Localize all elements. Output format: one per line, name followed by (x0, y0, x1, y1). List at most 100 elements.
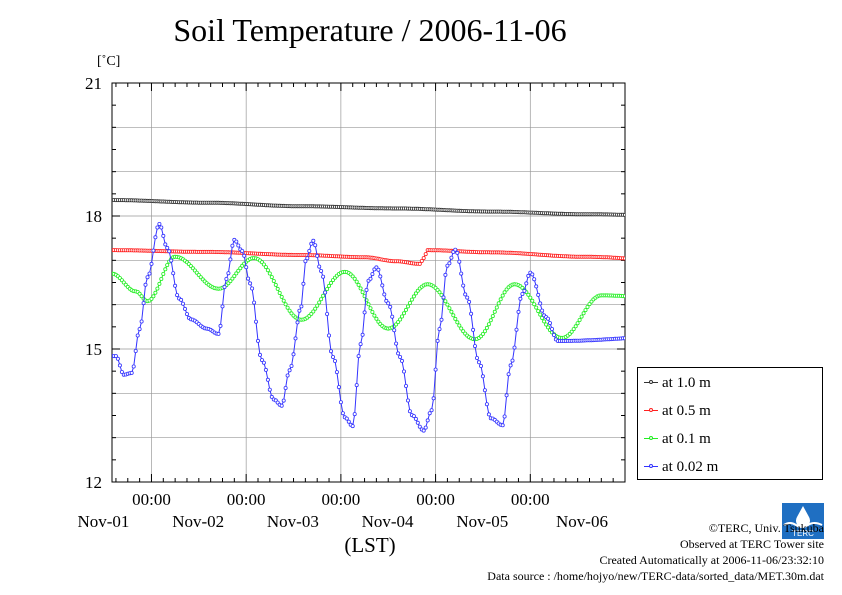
data-point (405, 304, 410, 309)
legend-label: at 1.0 m (662, 374, 711, 391)
data-point (471, 327, 476, 332)
data-point (516, 309, 521, 314)
data-point (269, 394, 274, 399)
data-point (261, 262, 266, 267)
credit-copyright: ©TERC, Univ. Tsukuba (708, 521, 824, 535)
data-point (289, 363, 294, 368)
data-point (273, 282, 278, 287)
data-point (133, 348, 138, 353)
data-point (252, 300, 257, 305)
data-point (244, 265, 249, 270)
data-point (376, 267, 381, 272)
data-point (465, 295, 470, 300)
data-point (352, 276, 357, 281)
credit-created: Created Automatically at 2006-11-06/23:3… (599, 553, 824, 567)
data-point (480, 374, 485, 379)
data-point (484, 402, 489, 407)
data-point (524, 281, 529, 286)
data-point (550, 326, 555, 331)
data-point (577, 317, 582, 322)
data-point (457, 323, 462, 328)
data-point (534, 284, 539, 289)
data-point (263, 367, 268, 372)
data-point (115, 356, 120, 361)
data-point (575, 321, 580, 326)
data-point (392, 328, 397, 333)
data-point (350, 424, 355, 429)
data-point (163, 242, 168, 247)
data-point (159, 276, 164, 281)
data-point (336, 385, 341, 390)
data-point (459, 271, 464, 276)
legend-swatch-1.0m (644, 378, 658, 388)
data-point (447, 306, 452, 311)
data-point (526, 273, 531, 278)
data-point (431, 396, 436, 401)
data-point (236, 243, 241, 248)
legend-swatch-0.5m (644, 406, 658, 416)
data-point (411, 414, 416, 419)
data-point (248, 281, 253, 286)
data-point (370, 272, 375, 277)
data-point (443, 299, 448, 304)
data-point (317, 264, 322, 269)
logo-text: TERC (792, 529, 814, 538)
data-point (346, 419, 351, 424)
y-tick-label: 21 (85, 74, 102, 93)
data-point (287, 308, 292, 313)
data-point (232, 274, 237, 279)
y-tick-label: 15 (85, 340, 102, 359)
data-point (536, 309, 541, 314)
data-point (488, 318, 493, 323)
data-point (486, 322, 491, 327)
data-point (261, 360, 266, 365)
data-point (291, 352, 296, 357)
data-point (512, 345, 517, 350)
data-point (437, 290, 442, 295)
data-point (459, 326, 464, 331)
data-point (250, 286, 255, 291)
data-point (315, 303, 320, 308)
data-point (386, 301, 391, 306)
data-point (409, 297, 414, 302)
data-point (153, 290, 158, 295)
data-point (546, 316, 551, 321)
data-point (457, 259, 462, 264)
data-point (325, 311, 330, 316)
data-point (230, 243, 235, 248)
data-point (328, 280, 333, 285)
data-point (313, 243, 318, 248)
data-point (480, 331, 485, 336)
data-point (143, 282, 148, 287)
data-point (548, 321, 553, 326)
data-point (283, 302, 288, 307)
data-point (398, 317, 403, 322)
data-point (179, 297, 184, 302)
data-point (421, 256, 426, 261)
data-point (445, 263, 450, 268)
data-point (155, 225, 160, 230)
data-point (441, 295, 446, 300)
data-point (378, 274, 383, 279)
data-point (496, 301, 501, 306)
data-point (504, 393, 509, 398)
x-tick-date-label: Nov-06 (556, 512, 608, 531)
data-point (569, 329, 574, 334)
data-point (449, 255, 454, 260)
data-point (437, 327, 442, 332)
data-point (419, 258, 424, 263)
data-point (423, 252, 428, 257)
data-point (536, 292, 541, 297)
data-point (354, 383, 359, 388)
data-point (530, 272, 535, 277)
data-point (139, 319, 144, 324)
data-point (147, 271, 152, 276)
data-point (155, 286, 160, 291)
chart-series (112, 197, 625, 433)
data-point (534, 305, 539, 310)
data-point (285, 305, 290, 310)
data-point (374, 265, 379, 270)
data-point (407, 409, 412, 414)
data-point (455, 250, 460, 255)
data-point (269, 275, 274, 280)
